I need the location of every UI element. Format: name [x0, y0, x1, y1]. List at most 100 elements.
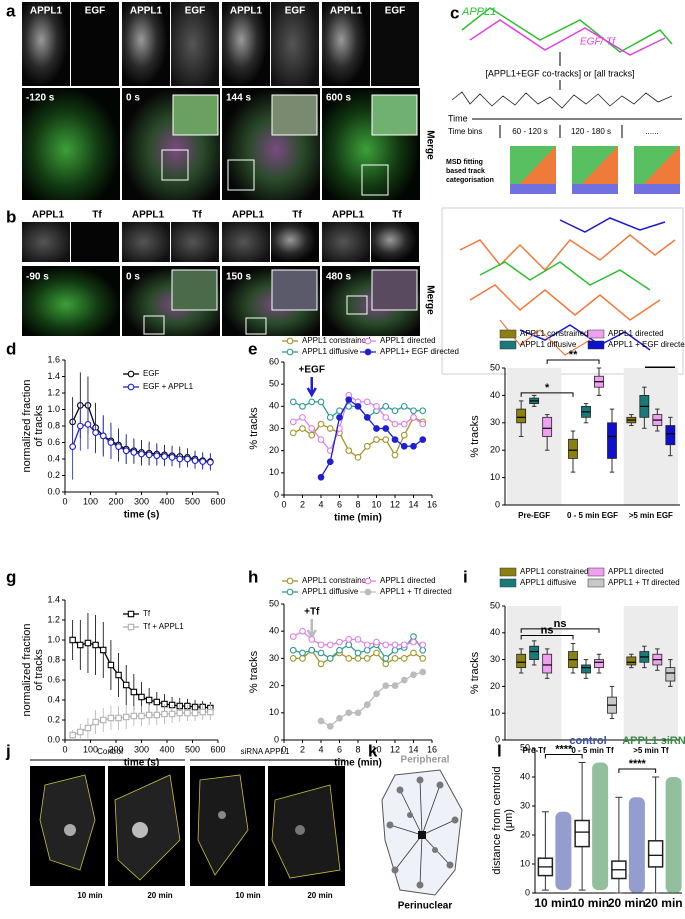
box — [542, 416, 553, 437]
marker — [107, 439, 115, 446]
micrograph — [122, 2, 170, 86]
event-label: +Tf — [304, 607, 320, 618]
legend-swatch — [499, 329, 517, 339]
box — [574, 819, 590, 848]
channel-label: APPL1 — [230, 6, 263, 17]
marker — [354, 655, 362, 662]
bin-label: 60 - 120 s — [512, 127, 548, 136]
marker — [207, 458, 214, 466]
micrograph — [71, 222, 119, 262]
box — [581, 664, 591, 674]
x-tick-label: 0 — [281, 499, 286, 509]
region-label: Perinuclear — [398, 901, 453, 912]
marker — [345, 641, 353, 649]
micrograph — [22, 222, 70, 262]
marker — [153, 452, 161, 460]
time-label: 144 s — [226, 93, 251, 104]
panel-label: g — [6, 567, 16, 586]
marker — [373, 649, 380, 657]
point-cloud — [555, 811, 572, 891]
significance-label: ** — [569, 349, 578, 361]
x-tick-label: 6 — [337, 744, 342, 754]
event-arrow — [306, 619, 317, 640]
marker — [410, 442, 417, 450]
marker — [299, 402, 306, 410]
box — [665, 667, 676, 682]
marker — [317, 641, 325, 649]
marker — [317, 436, 325, 443]
marker — [391, 641, 399, 649]
marker — [168, 710, 176, 718]
time-label: 10 min — [77, 891, 102, 900]
significance-bracket — [546, 359, 600, 364]
y-tick-label: 0 — [525, 887, 530, 897]
marker — [373, 690, 380, 698]
inset — [371, 94, 418, 136]
marker — [130, 688, 138, 696]
panel-label: a — [6, 1, 16, 20]
marker — [168, 454, 176, 461]
channel-label: APPL1 — [330, 6, 363, 17]
significance-bracket — [520, 628, 600, 633]
y-tick-label: 0 — [274, 489, 279, 499]
y-tick-label: 20 — [490, 681, 500, 691]
marker — [400, 420, 408, 428]
marker — [317, 398, 325, 406]
y-tick-label: 0.2 — [47, 470, 60, 480]
marker — [161, 710, 168, 718]
time-label: -120 s — [26, 93, 55, 104]
time-label: 600 s — [326, 93, 351, 104]
legend-label: APPL1 siRNA — [622, 735, 685, 747]
marker — [145, 451, 153, 459]
box — [647, 840, 664, 868]
y-tick-label: 0 — [495, 499, 500, 509]
significance-label: **** — [555, 743, 573, 755]
channel-label: EGF — [185, 6, 206, 17]
panel-label: i — [463, 567, 468, 586]
marker — [354, 709, 362, 717]
marker — [345, 709, 353, 717]
marker — [299, 425, 306, 432]
inset — [172, 94, 219, 136]
panel-j-images: Control siRNA APPL1 10 min 20 min 10 min… — [30, 747, 345, 900]
marker — [391, 407, 399, 415]
marker — [308, 636, 316, 643]
marker — [419, 420, 427, 428]
track-label: APPL1 — [461, 6, 496, 18]
marker — [382, 641, 390, 649]
channel-label: Tf — [92, 210, 102, 221]
marker — [115, 443, 122, 450]
marker — [130, 712, 138, 720]
legend-label: APPL1 diffusive — [302, 587, 359, 596]
marker — [153, 711, 161, 719]
panel-label: b — [6, 207, 16, 226]
marker — [77, 641, 84, 649]
marker — [299, 414, 306, 421]
marker — [122, 681, 130, 689]
point-cloud — [628, 797, 645, 893]
y-tick-label: 1.6 — [47, 354, 60, 364]
marker — [92, 718, 99, 726]
panel-k-diagram: Peripheral Perinuclear — [381, 755, 463, 912]
marker — [299, 627, 306, 635]
marker — [191, 709, 199, 717]
marker — [286, 588, 294, 596]
marker — [176, 709, 184, 717]
y-tick-label: 0.4 — [47, 694, 60, 704]
x-tick-label: 10 min — [571, 896, 609, 910]
marker — [364, 337, 372, 345]
msd-region — [510, 184, 556, 194]
legend-swatch — [587, 578, 605, 588]
marker — [400, 676, 408, 684]
channel-label: APPL1 — [32, 210, 65, 221]
channel-label: APPL1 — [130, 6, 163, 17]
marker — [317, 660, 325, 668]
y-axis-label: normalized fraction — [21, 380, 33, 473]
x-tick-label: 100 — [83, 744, 98, 754]
significance-bracket — [618, 768, 657, 773]
marker — [336, 714, 343, 722]
centroid — [418, 831, 426, 839]
legend-label: APPL1 diffusive — [302, 347, 359, 356]
time-label: 480 s — [326, 272, 351, 283]
